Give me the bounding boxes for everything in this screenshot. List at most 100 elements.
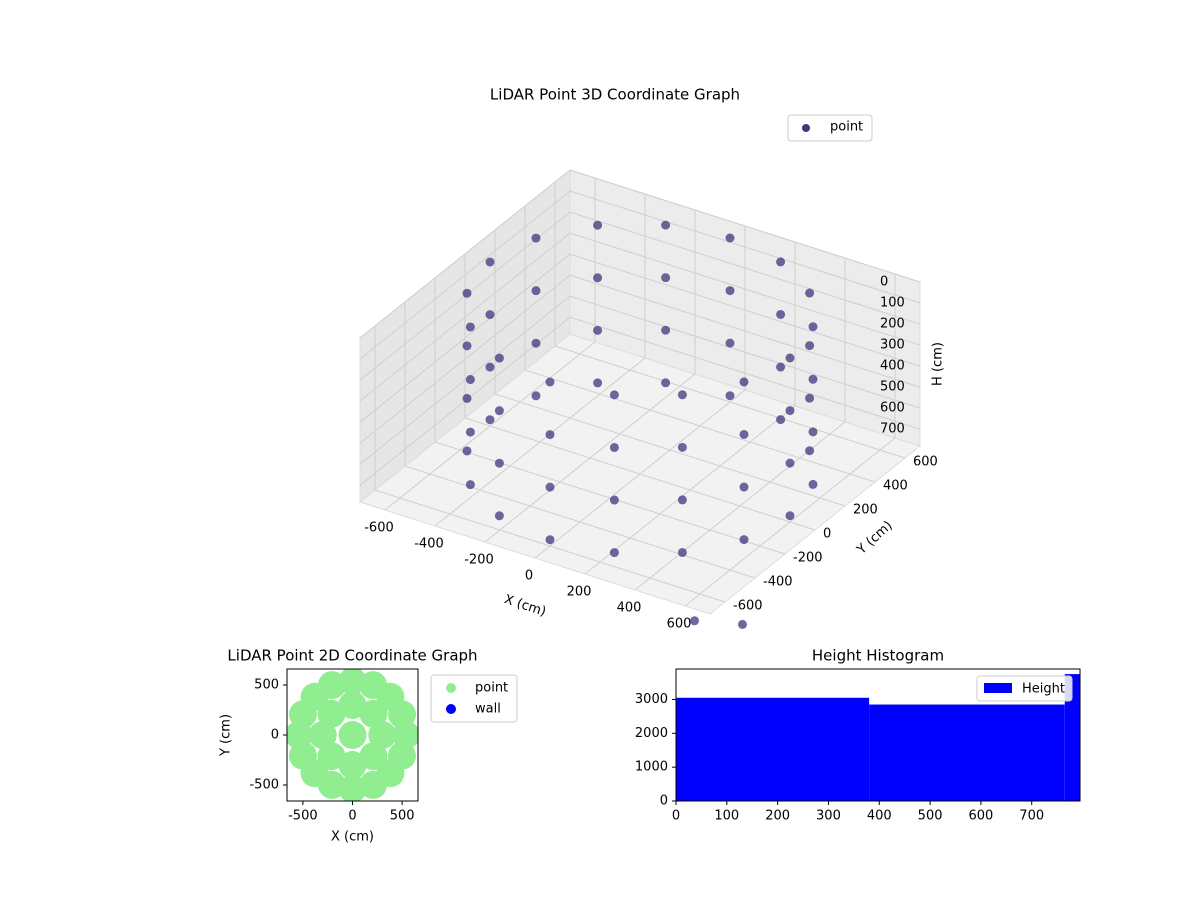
- legend-marker: [446, 683, 456, 693]
- x-tick-label: 0: [672, 809, 680, 824]
- grid-line: [634, 258, 846, 591]
- point: [776, 362, 786, 372]
- y-axis-label: Y (cm): [219, 714, 234, 757]
- point: [725, 286, 735, 296]
- point: [465, 375, 475, 385]
- chart-title: LiDAR Point 2D Coordinate Graph: [227, 647, 477, 665]
- point: [785, 458, 795, 468]
- point: [725, 233, 735, 243]
- x-tick-label: 600: [667, 617, 692, 632]
- point: [593, 378, 603, 388]
- point: [776, 309, 786, 319]
- legend-label: point: [830, 120, 863, 135]
- point: [359, 699, 388, 728]
- point: [462, 341, 472, 351]
- point: [531, 233, 541, 243]
- point: [359, 742, 388, 771]
- grid-line: [359, 274, 921, 444]
- point: [805, 288, 815, 298]
- grid-line: [359, 253, 921, 423]
- point: [485, 257, 495, 267]
- plot-area: [287, 669, 418, 801]
- z-axis-label: H (cm): [931, 342, 946, 386]
- point: [462, 446, 472, 456]
- grid-line: [684, 274, 896, 607]
- grid-line: [359, 169, 921, 339]
- z-tick-label: 400: [880, 359, 905, 374]
- point: [338, 751, 367, 779]
- x-tick-label: 0: [525, 569, 533, 584]
- point: [593, 273, 603, 283]
- legend-label: Height: [1022, 682, 1065, 697]
- x-tick-label: 0: [348, 809, 356, 824]
- y-tick-label: -500: [249, 778, 279, 793]
- point: [288, 700, 317, 729]
- point: [545, 482, 555, 492]
- x-tick-label: 300: [816, 809, 841, 824]
- point: [593, 220, 603, 230]
- point: [785, 406, 795, 416]
- point: [661, 378, 671, 388]
- y-tick-label: 1000: [635, 760, 668, 775]
- point: [462, 393, 472, 403]
- grid-line: [374, 326, 726, 603]
- point: [609, 390, 619, 400]
- point: [545, 377, 555, 387]
- x-tick-label: 600: [968, 809, 993, 824]
- point: [494, 353, 504, 363]
- y-tick-label: 0: [823, 527, 831, 542]
- point: [661, 325, 671, 335]
- x-tick-label: 400: [867, 809, 892, 824]
- z-tick-label: 600: [880, 401, 905, 416]
- point: [808, 322, 818, 332]
- point: [739, 535, 749, 545]
- point: [776, 257, 786, 267]
- point: [609, 548, 619, 558]
- bar: [1064, 674, 1080, 801]
- grid-line: [464, 254, 816, 531]
- point: [317, 699, 346, 728]
- point: [661, 220, 671, 230]
- grid-line: [434, 278, 786, 555]
- point: [805, 393, 815, 403]
- chart-title: Height Histogram: [812, 647, 944, 665]
- point: [609, 442, 619, 452]
- point: [808, 374, 818, 384]
- x-tick-label: -600: [364, 521, 394, 536]
- point: [531, 286, 541, 296]
- z-tick-label: 100: [880, 296, 905, 311]
- grid-line: [524, 206, 876, 483]
- point: [494, 458, 504, 468]
- point: [739, 429, 749, 439]
- point: [725, 338, 735, 348]
- axes-frame: [675, 668, 1081, 802]
- x-tick-label: 100: [714, 809, 739, 824]
- z-tick-label: 500: [880, 380, 905, 395]
- legend-marker: [446, 704, 456, 714]
- point: [739, 377, 749, 387]
- y-tick-label: 3000: [635, 692, 668, 707]
- point: [485, 415, 495, 425]
- y-tick-label: -200: [793, 551, 823, 566]
- point: [738, 619, 747, 629]
- y-tick-label: 600: [913, 455, 938, 470]
- point: [725, 391, 735, 401]
- bar: [676, 697, 870, 801]
- legend-label: point: [475, 681, 508, 696]
- y-tick-label: 0: [271, 728, 279, 743]
- x-tick-label: 700: [1019, 809, 1044, 824]
- x-axis-label: X (cm): [331, 830, 374, 845]
- z-tick-label: 700: [880, 422, 905, 437]
- chart-title: LiDAR Point 3D Coordinate Graph: [490, 86, 740, 104]
- grid-line: [359, 316, 921, 486]
- grid-line: [534, 226, 746, 559]
- point: [739, 482, 749, 492]
- y-tick-label: 500: [254, 678, 279, 693]
- point: [776, 415, 786, 425]
- y-tick-label: -600: [733, 599, 763, 614]
- point: [545, 535, 555, 545]
- grid-line: [434, 194, 646, 527]
- y-tick-label: 200: [853, 503, 878, 518]
- point: [494, 511, 504, 521]
- point: [338, 721, 367, 749]
